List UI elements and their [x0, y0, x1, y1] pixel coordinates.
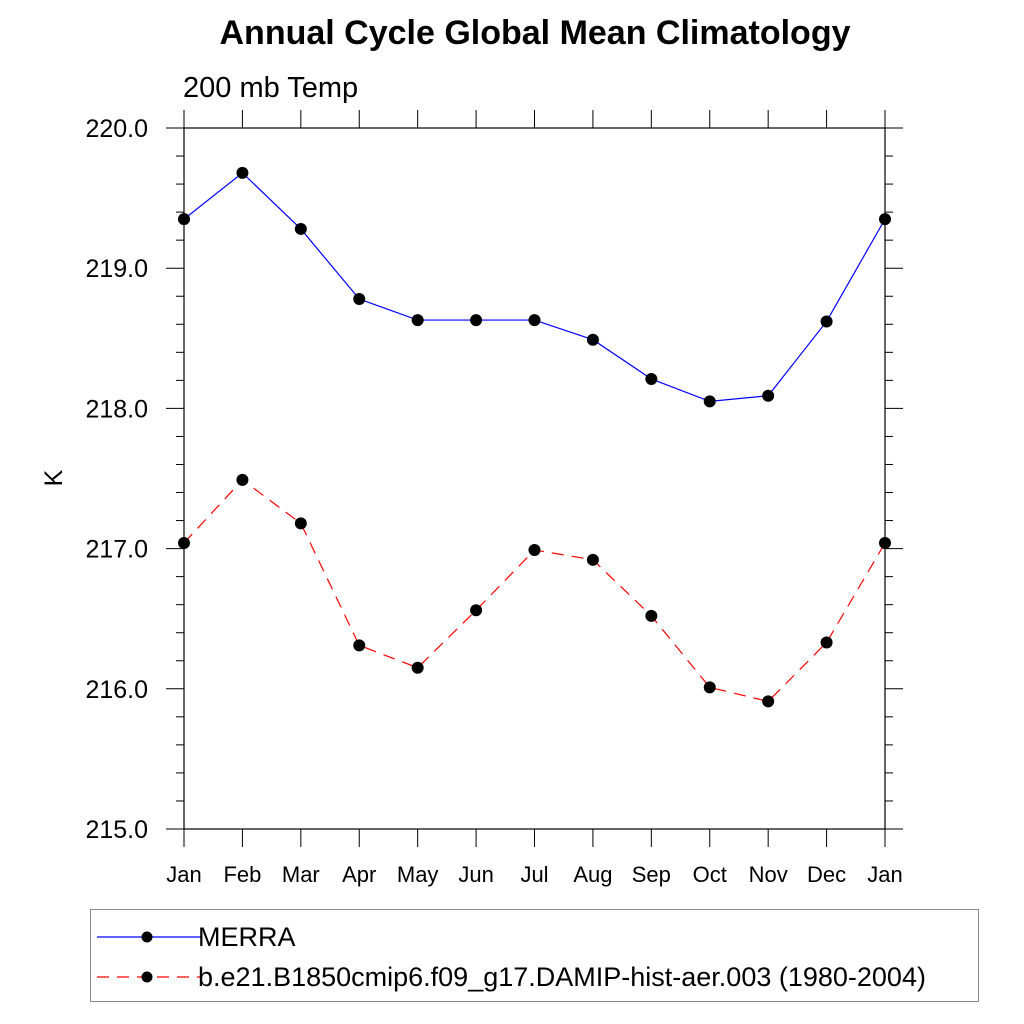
data-point — [703, 395, 716, 408]
y-tick-label: 215.0 — [85, 816, 148, 844]
chart-title: Annual Cycle Global Mean Climatology — [219, 14, 851, 52]
x-tick-label: Feb — [223, 862, 261, 887]
data-point — [762, 695, 775, 708]
x-tick-label: Jan — [166, 862, 201, 887]
chart-subtitle: 200 mb Temp — [183, 72, 359, 104]
x-tick-label: Jun — [458, 862, 493, 887]
data-point — [586, 553, 599, 566]
data-point — [353, 293, 366, 306]
data-point — [762, 389, 775, 402]
data-point — [178, 213, 190, 226]
x-tick-label: Jul — [520, 862, 548, 887]
data-point — [294, 222, 307, 235]
y-tick-label: 217.0 — [85, 536, 148, 564]
y-tick-label: 216.0 — [85, 676, 148, 704]
x-tick-label: Dec — [807, 862, 846, 887]
data-point — [645, 372, 658, 385]
data-point — [879, 213, 891, 226]
data-point — [703, 681, 716, 694]
data-point — [353, 639, 366, 652]
data-point — [411, 314, 424, 327]
plot-frame — [183, 127, 886, 830]
line-chart: 215.0 216.0 217.0 218.0 219.0 220.0 Jan Feb Mar A… — [40, 110, 903, 887]
legend-item-merra: MERRA — [91, 916, 978, 956]
y-tick-label: 219.0 — [85, 255, 148, 283]
data-point — [470, 314, 483, 327]
x-tick-label: Apr — [342, 862, 376, 887]
data-point — [820, 636, 833, 649]
data-point — [528, 314, 541, 327]
x-tick-label: Mar — [282, 862, 320, 887]
data-point — [294, 517, 307, 530]
x-tick-label: May — [397, 862, 439, 887]
data-point — [528, 544, 541, 557]
data-point — [236, 473, 249, 486]
y-axis-label: K — [40, 469, 68, 486]
legend-item-model: b.e21.B1850cmip6.f09_g17.DAMIP-hist-aer.… — [91, 956, 978, 996]
series-line-1 — [183, 479, 886, 703]
data-point — [820, 315, 833, 328]
x-tick-label: Oct — [693, 862, 727, 887]
data-point — [645, 609, 658, 622]
series-line-0 — [183, 172, 886, 403]
legend: MERRA b.e21.B1850cmip6.f09_g17.DAMIP-his… — [90, 909, 979, 1002]
y-tick-label: 218.0 — [85, 395, 148, 423]
data-point — [879, 536, 891, 549]
legend-swatch-merra — [97, 931, 201, 943]
x-tick-label: Aug — [573, 862, 612, 887]
data-point — [586, 333, 599, 346]
data-point — [178, 536, 190, 549]
data-point — [411, 661, 424, 674]
y-tick-label: 220.0 — [85, 115, 148, 143]
x-tick-label: Jan — [867, 862, 902, 887]
data-point — [470, 604, 483, 617]
data-point — [236, 166, 249, 179]
x-tick-label: Nov — [749, 862, 788, 887]
legend-label-model: b.e21.B1850cmip6.f09_g17.DAMIP-hist-aer.… — [198, 962, 926, 992]
legend-swatch-model — [97, 971, 201, 983]
x-tick-label: Sep — [632, 862, 671, 887]
legend-label-merra: MERRA — [198, 922, 296, 952]
